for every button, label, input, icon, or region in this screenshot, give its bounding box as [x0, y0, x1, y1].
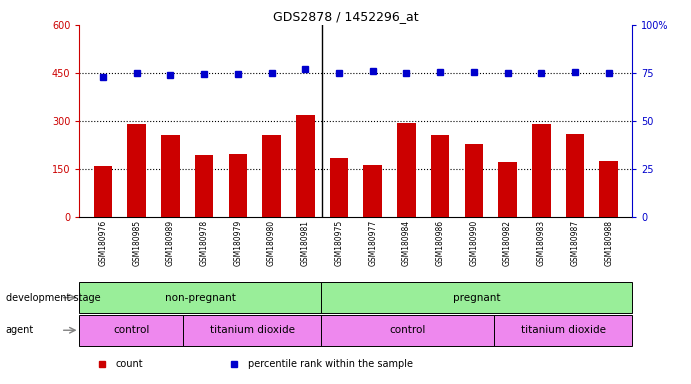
FancyBboxPatch shape	[183, 315, 321, 346]
Text: development stage: development stage	[6, 293, 100, 303]
Bar	[161, 136, 180, 217]
Bar	[263, 136, 281, 217]
Bar	[498, 162, 517, 217]
Bar	[128, 124, 146, 217]
Bar	[94, 166, 113, 217]
Bar	[431, 136, 449, 217]
Bar	[330, 158, 348, 217]
Text: titanium dioxide: titanium dioxide	[520, 325, 606, 335]
Text: pregnant: pregnant	[453, 293, 500, 303]
FancyBboxPatch shape	[321, 315, 494, 346]
Text: control: control	[390, 325, 426, 335]
Text: count: count	[115, 359, 143, 369]
Text: GDS2878 / 1452296_at: GDS2878 / 1452296_at	[273, 10, 418, 23]
Text: titanium dioxide: titanium dioxide	[209, 325, 295, 335]
Bar	[195, 155, 214, 217]
Bar	[464, 144, 483, 217]
Text: non-pregnant: non-pregnant	[165, 293, 236, 303]
Text: agent: agent	[6, 325, 34, 335]
FancyBboxPatch shape	[79, 315, 183, 346]
Bar	[229, 154, 247, 217]
FancyBboxPatch shape	[321, 282, 632, 313]
Bar	[397, 122, 416, 217]
Bar	[363, 165, 382, 217]
FancyBboxPatch shape	[494, 315, 632, 346]
FancyBboxPatch shape	[79, 282, 321, 313]
Text: control: control	[113, 325, 149, 335]
Bar	[599, 161, 618, 217]
Text: percentile rank within the sample: percentile rank within the sample	[248, 359, 413, 369]
Bar	[296, 114, 314, 217]
Bar	[532, 124, 551, 217]
Bar	[566, 134, 584, 217]
